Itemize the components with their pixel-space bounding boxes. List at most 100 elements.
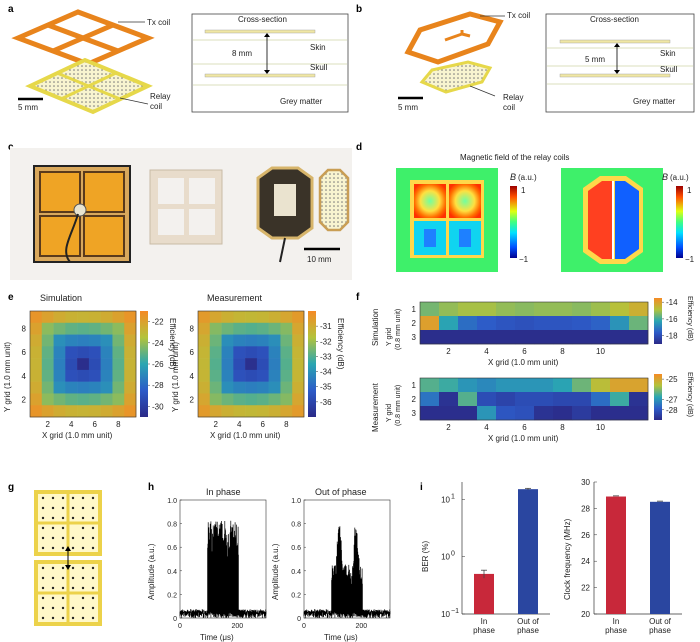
grey-matter-label-a: Grey matter bbox=[280, 97, 323, 106]
heatmap-cell bbox=[100, 311, 113, 324]
heatmap-cell bbox=[245, 381, 258, 394]
heatmap-cell bbox=[572, 392, 592, 407]
heatmap-cell bbox=[280, 405, 293, 418]
heatmap-cell bbox=[280, 334, 293, 347]
grid-dot bbox=[51, 526, 55, 530]
grid-dot bbox=[41, 536, 45, 540]
heatmap-cell bbox=[233, 346, 246, 359]
x-category-label: In phase bbox=[605, 617, 627, 635]
heatmap-cell bbox=[88, 393, 101, 406]
e-meas-colorbar bbox=[308, 311, 316, 417]
y-tick-exponent: −1 bbox=[451, 608, 459, 615]
heatmap-cell bbox=[233, 334, 246, 347]
y-tick-label: 30 bbox=[581, 478, 590, 487]
heatmap-cell bbox=[233, 369, 246, 382]
grid-dot bbox=[91, 566, 95, 570]
heatmap-cell bbox=[534, 392, 554, 407]
heatmap-cell bbox=[124, 405, 137, 418]
heatmap-cell bbox=[53, 393, 66, 406]
grid-dot bbox=[61, 616, 65, 620]
field-map-implant bbox=[561, 168, 663, 272]
y-tick-label: 3 bbox=[412, 409, 417, 418]
f-meas-heatmap bbox=[420, 378, 649, 421]
heatmap-cell bbox=[53, 346, 66, 359]
heatmap-cell bbox=[268, 334, 281, 347]
y-tick-label: 1 bbox=[412, 381, 417, 390]
heatmap-cell bbox=[100, 405, 113, 418]
grid-dot bbox=[81, 516, 85, 520]
heatmap-cell bbox=[112, 322, 125, 335]
colorbar-tick-label: -27 bbox=[666, 396, 678, 405]
heatmap-cell bbox=[553, 406, 573, 421]
grid-dot bbox=[61, 496, 65, 500]
grid-dot bbox=[41, 566, 45, 570]
panel-e: e Simulation Measurement 2 4 6 8 2 4 6 8 2 4 6 8 2 4 6… bbox=[3, 292, 345, 440]
grid-dot bbox=[41, 516, 45, 520]
grid-dot bbox=[91, 546, 95, 550]
i-clk-ylabel: Clock frequency (MHz) bbox=[563, 518, 572, 600]
heatmap-cell bbox=[553, 330, 573, 345]
y-tick-label: 0.6 bbox=[291, 545, 301, 552]
grid-dot bbox=[51, 546, 55, 550]
grid-dot bbox=[71, 576, 75, 580]
heatmap-cell bbox=[268, 381, 281, 394]
i-ber-ylabel: BER (%) bbox=[421, 541, 430, 572]
grid-dot bbox=[71, 586, 75, 590]
heatmap-cell bbox=[112, 358, 125, 371]
y-tick-label: 2 bbox=[22, 395, 27, 404]
grid-dot bbox=[61, 586, 65, 590]
colorbar-tick-label: -28 bbox=[666, 406, 678, 415]
f-sim-heatmap bbox=[420, 302, 649, 345]
heatmap-cell bbox=[100, 346, 113, 359]
heatmap-cell bbox=[65, 311, 78, 324]
f-sim-ylabel-unit: (0.8 mm unit) bbox=[395, 309, 402, 350]
heatmap-cell bbox=[534, 302, 554, 317]
heatmap-cell bbox=[77, 358, 90, 371]
heatmap-cell bbox=[77, 322, 90, 335]
grid-dot bbox=[91, 526, 95, 530]
heatmap-cell bbox=[477, 392, 497, 407]
colorbar-tick-label: -26 bbox=[152, 360, 164, 369]
x-tick-label: 4 bbox=[237, 420, 242, 429]
heatmap-cell bbox=[41, 322, 54, 335]
i-clk-bars bbox=[606, 495, 670, 614]
e-meas-cb-label: Efficiency (dB) bbox=[336, 318, 345, 370]
heatmap-cell bbox=[198, 322, 211, 335]
x-tick-label: 8 bbox=[560, 423, 565, 432]
x-tick-label: 6 bbox=[93, 420, 98, 429]
grid-dot bbox=[91, 606, 95, 610]
colorbar-tick-label: -32 bbox=[320, 337, 332, 346]
grid-dot bbox=[41, 586, 45, 590]
f-sim-cb-label: Efficiency (dB) bbox=[686, 296, 693, 341]
grid-dot bbox=[81, 586, 85, 590]
heatmap-cell bbox=[280, 311, 293, 324]
colorbar-tick-label: -33 bbox=[320, 352, 332, 361]
x-tick-label: 2 bbox=[446, 347, 451, 356]
heatmap-cell bbox=[209, 322, 222, 335]
panel-c: c 10 mm bbox=[8, 142, 352, 280]
heatmap-cell bbox=[292, 322, 305, 335]
y-tick-label: 0 bbox=[173, 616, 177, 623]
grid-dot bbox=[51, 596, 55, 600]
h-in-title: In phase bbox=[206, 487, 241, 497]
y-tick-label: 2 bbox=[412, 395, 417, 404]
heatmap-cell bbox=[458, 302, 478, 317]
x-tick-label: 8 bbox=[284, 420, 289, 429]
heatmap-cell bbox=[420, 406, 440, 421]
colorbar-tick-label: -31 bbox=[320, 322, 332, 331]
heatmap-cell bbox=[65, 346, 78, 359]
grid-dot bbox=[51, 506, 55, 510]
f-sim-colorbar bbox=[654, 298, 662, 344]
colorbar-min-1: −1 bbox=[519, 255, 529, 264]
y-tick-label: 2 bbox=[190, 395, 195, 404]
grid-dot bbox=[81, 606, 85, 610]
heatmap-cell bbox=[124, 334, 137, 347]
heatmap-cell bbox=[112, 311, 125, 324]
heatmap-cell bbox=[534, 316, 554, 331]
grid-dot bbox=[41, 606, 45, 610]
heatmap-cell bbox=[268, 405, 281, 418]
bar bbox=[474, 573, 494, 614]
heatmap-cell bbox=[553, 378, 573, 393]
heatmap-cell bbox=[77, 369, 90, 382]
relay-frame-photo bbox=[149, 169, 223, 245]
